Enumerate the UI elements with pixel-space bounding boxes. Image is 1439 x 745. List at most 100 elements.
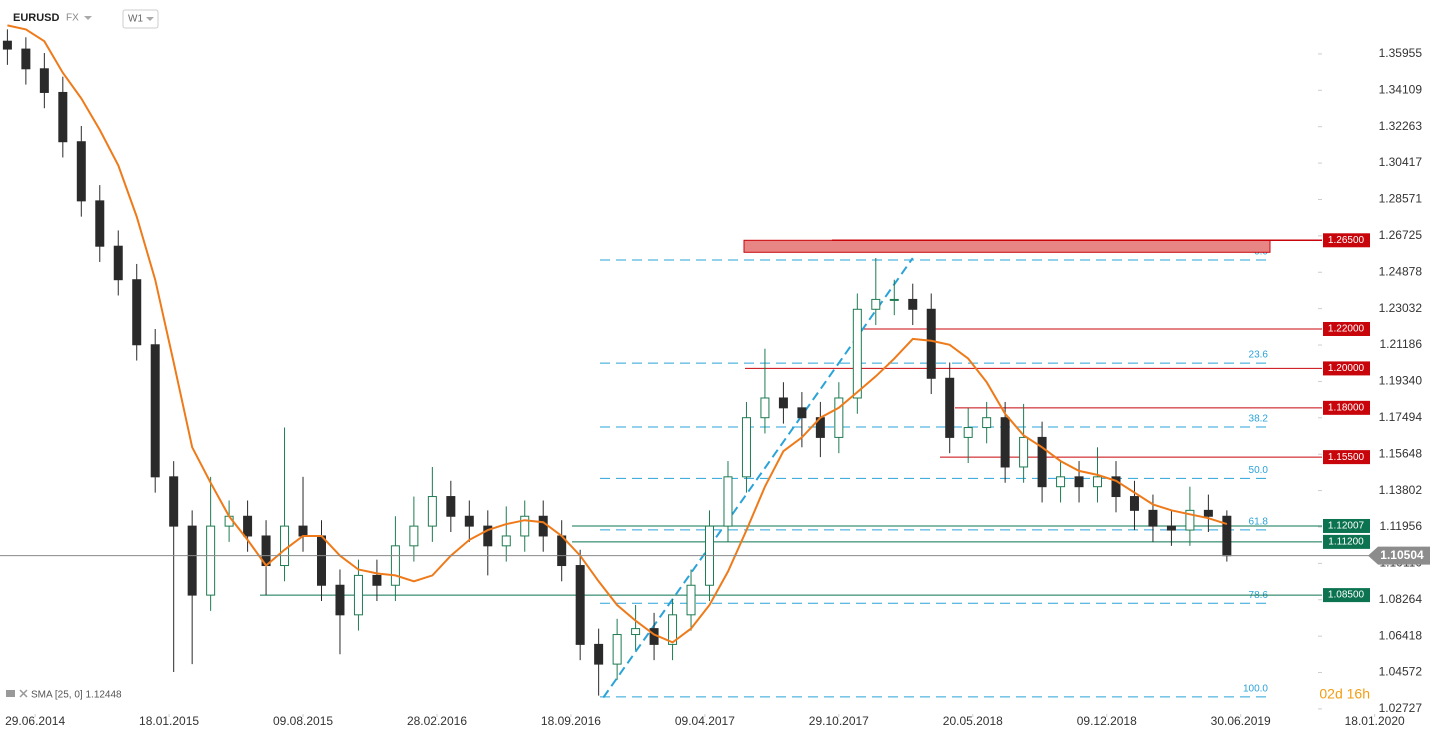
candle-body bbox=[963, 427, 973, 438]
market[interactable]: FX bbox=[66, 13, 79, 24]
x-tick-label: 29.06.2014 bbox=[5, 714, 65, 728]
candle-body bbox=[1000, 417, 1010, 468]
candle-body bbox=[409, 525, 419, 547]
level-tag bbox=[1323, 361, 1370, 376]
x-tick-label: 09.08.2015 bbox=[273, 714, 333, 728]
candle-body bbox=[2, 40, 12, 50]
y-tick-label: 1.06418 bbox=[1379, 628, 1423, 642]
level-label: 1.22000 bbox=[1328, 324, 1365, 335]
fib-label: 61.8 bbox=[1249, 517, 1269, 528]
level-label: 1.08500 bbox=[1328, 590, 1365, 601]
candle-body bbox=[852, 308, 862, 399]
y-tick-label: 1.34109 bbox=[1379, 82, 1423, 96]
candle-body bbox=[760, 397, 770, 419]
y-tick-label: 1.15648 bbox=[1379, 446, 1423, 460]
symbol[interactable]: EURUSD bbox=[13, 12, 60, 24]
indicator-remove[interactable] bbox=[19, 689, 28, 698]
candle-body bbox=[889, 298, 899, 301]
candle-body bbox=[501, 535, 511, 547]
dropdown-arrow[interactable] bbox=[84, 16, 92, 20]
candle-body bbox=[427, 496, 437, 527]
candle-body bbox=[58, 91, 68, 143]
candle-body bbox=[1166, 525, 1176, 531]
y-tick-label: 1.26725 bbox=[1379, 228, 1423, 242]
candle-body bbox=[631, 628, 641, 636]
level-label: 1.15500 bbox=[1328, 452, 1365, 463]
candle-body bbox=[834, 397, 844, 438]
candle-body bbox=[778, 397, 788, 409]
candle-body bbox=[150, 344, 160, 478]
y-tick-label: 1.32263 bbox=[1379, 119, 1423, 133]
level-tag bbox=[1323, 321, 1370, 336]
y-tick-label: 1.02727 bbox=[1379, 701, 1423, 715]
candle-body bbox=[1074, 476, 1084, 488]
level-tag bbox=[1323, 588, 1370, 603]
candle-body bbox=[797, 407, 807, 419]
fib-label: 23.6 bbox=[1249, 350, 1269, 361]
fib-label: 50.0 bbox=[1249, 465, 1269, 476]
last-price-label: 1.10504 bbox=[1380, 548, 1424, 562]
candle-body bbox=[76, 141, 86, 202]
candle-body bbox=[594, 643, 604, 665]
x-tick-label: 18.01.2015 bbox=[139, 714, 199, 728]
level-tag bbox=[1323, 534, 1370, 549]
candle-body bbox=[982, 417, 992, 429]
indicator-icon[interactable] bbox=[6, 690, 15, 697]
level-label: 1.11200 bbox=[1328, 537, 1364, 548]
candle-body bbox=[612, 634, 622, 665]
y-tick-label: 1.35955 bbox=[1379, 46, 1423, 60]
level-tag bbox=[1323, 518, 1370, 533]
candle-body bbox=[1056, 476, 1066, 488]
level-label: 1.20000 bbox=[1328, 363, 1365, 374]
level-label: 1.12007 bbox=[1328, 521, 1365, 532]
candle-body bbox=[372, 574, 382, 586]
candle-body bbox=[243, 515, 253, 537]
candle-body bbox=[1129, 496, 1139, 511]
candle-body bbox=[1037, 436, 1047, 488]
candle-body bbox=[21, 48, 31, 70]
fib-label: 100.0 bbox=[1243, 683, 1268, 694]
candle-body bbox=[169, 476, 179, 527]
candle-body bbox=[741, 417, 751, 478]
level-tag bbox=[1323, 233, 1370, 248]
level-tag bbox=[1323, 400, 1370, 415]
candle-body bbox=[187, 525, 197, 596]
candle-body bbox=[926, 308, 936, 379]
x-tick-label: 29.10.2017 bbox=[809, 714, 869, 728]
zone bbox=[743, 239, 1271, 253]
candle-body bbox=[1111, 476, 1121, 498]
candle-body bbox=[353, 574, 363, 616]
candle-body bbox=[298, 525, 308, 537]
y-tick-label: 1.08264 bbox=[1379, 592, 1423, 606]
x-tick-label: 18.01.2020 bbox=[1345, 714, 1405, 728]
fib-label: 38.2 bbox=[1249, 414, 1269, 425]
candle-body bbox=[1203, 509, 1213, 517]
y-tick-label: 1.04572 bbox=[1379, 665, 1423, 679]
interval-box[interactable] bbox=[122, 9, 159, 29]
y-tick-label: 1.30417 bbox=[1379, 155, 1423, 169]
candle-body bbox=[280, 525, 290, 567]
y-tick-label: 1.23032 bbox=[1379, 301, 1423, 315]
y-tick-label: 1.21186 bbox=[1380, 337, 1423, 351]
candle-body bbox=[1093, 476, 1103, 488]
interval[interactable]: W1 bbox=[128, 14, 143, 25]
candle-body bbox=[446, 496, 456, 517]
level-tag bbox=[1323, 450, 1370, 465]
candle-body bbox=[132, 279, 142, 346]
candle-body bbox=[39, 68, 49, 93]
candle-body bbox=[908, 298, 918, 310]
candle-body bbox=[520, 515, 530, 537]
candle-body bbox=[95, 200, 105, 247]
trendline bbox=[602, 257, 914, 699]
candle-body bbox=[113, 245, 123, 281]
candle-body bbox=[575, 565, 585, 645]
level-label: 1.18000 bbox=[1328, 402, 1365, 413]
candle-body bbox=[483, 525, 493, 547]
y-tick-label: 1.24878 bbox=[1379, 264, 1423, 278]
candle-body bbox=[945, 377, 955, 438]
x-tick-label: 20.05.2018 bbox=[943, 714, 1003, 728]
candle-body bbox=[871, 298, 881, 310]
dropdown-arrow[interactable] bbox=[146, 17, 154, 21]
y-tick-label: 1.13802 bbox=[1379, 483, 1423, 497]
